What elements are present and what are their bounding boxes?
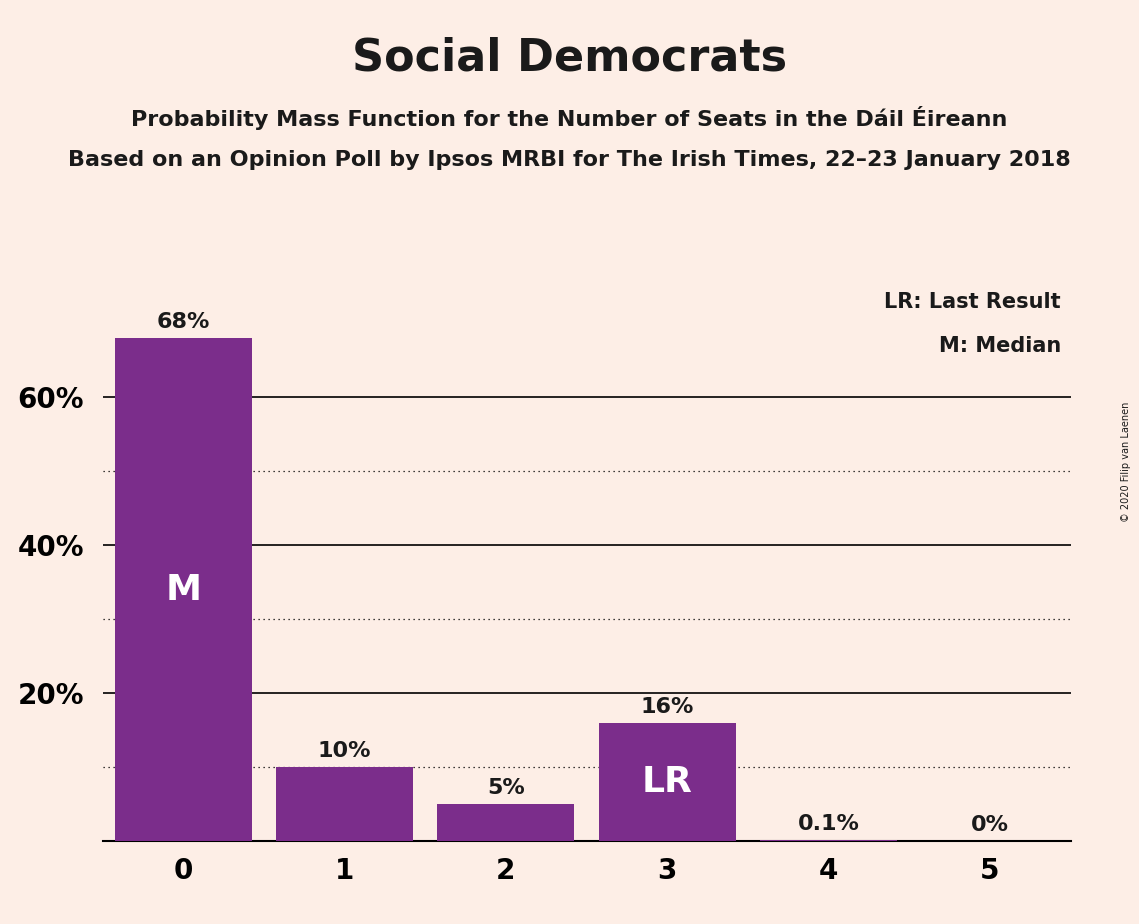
Text: 10%: 10% (318, 741, 371, 761)
Text: 68%: 68% (156, 312, 210, 333)
Text: 0.1%: 0.1% (797, 814, 860, 834)
Bar (115, 338, 252, 841)
Text: 5%: 5% (487, 778, 525, 798)
Bar (437, 804, 574, 841)
Text: M: M (165, 573, 202, 606)
Text: Based on an Opinion Poll by Ipsos MRBI for The Irish Times, 22–23 January 2018: Based on an Opinion Poll by Ipsos MRBI f… (68, 150, 1071, 170)
Text: © 2020 Filip van Laenen: © 2020 Filip van Laenen (1121, 402, 1131, 522)
Bar (599, 723, 736, 841)
Text: LR: Last Result: LR: Last Result (884, 292, 1060, 312)
Text: M: Median: M: Median (939, 336, 1060, 357)
Text: 16%: 16% (640, 697, 694, 717)
Bar (276, 767, 413, 841)
Text: 0%: 0% (970, 815, 1009, 835)
Text: Social Democrats: Social Democrats (352, 37, 787, 80)
Text: Probability Mass Function for the Number of Seats in the Dáil Éireann: Probability Mass Function for the Number… (131, 106, 1008, 130)
Text: LR: LR (642, 765, 693, 798)
